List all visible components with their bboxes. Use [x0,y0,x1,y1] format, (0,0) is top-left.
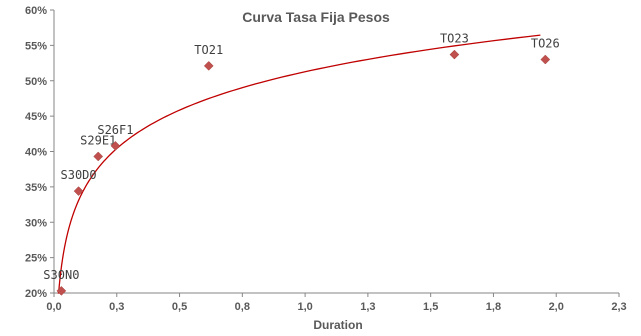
x-axis-label: Duration [313,318,362,332]
y-tick-label: 45% [25,111,47,123]
data-label: S30D0 [61,168,97,182]
x-tick-label: 2,3 [611,301,626,313]
y-tick-label: 60% [25,5,47,17]
chart-title: Curva Tasa Fija Pesos [242,9,390,25]
y-tick-label: 40% [25,147,47,159]
data-point [540,54,551,65]
x-tick-label: 1,0 [297,301,312,313]
data-label: TO23 [440,32,469,46]
x-tick-label: 2,0 [549,301,564,313]
data-label: TO21 [194,43,223,57]
data-label: TO26 [531,37,560,51]
y-tick-label: 25% [25,253,47,265]
y-tick-label: 35% [25,182,47,194]
data-label: S29E1 [80,133,116,147]
x-tick-label: 0,0 [46,301,61,313]
x-tick-label: 1,8 [486,301,501,313]
data-point [73,186,84,196]
x-tick-label: 0,5 [172,301,187,313]
data-point [110,140,121,151]
data-point [93,151,104,162]
x-tick-label: 0,3 [109,301,124,313]
data-label: S30N0 [43,268,79,282]
plot-area: 20% 25% 30% 35% 40% 45% 50% 55% 60% 0,0 0,3 0,5 0,8 1… [25,5,627,313]
x-tick-label: 1,5 [423,301,438,313]
data-point [56,286,67,296]
y-tick-label: 55% [25,40,47,52]
trendline [57,34,541,294]
data-label: S26F1 [97,123,133,137]
x-tick-label: 0,8 [235,301,250,313]
data-point [449,49,460,60]
y-tick-label: 20% [25,288,47,300]
y-tick-label: 30% [25,217,47,229]
x-tick-label: 1,3 [360,301,375,313]
data-point [203,61,214,71]
y-tick-label: 50% [25,76,47,88]
